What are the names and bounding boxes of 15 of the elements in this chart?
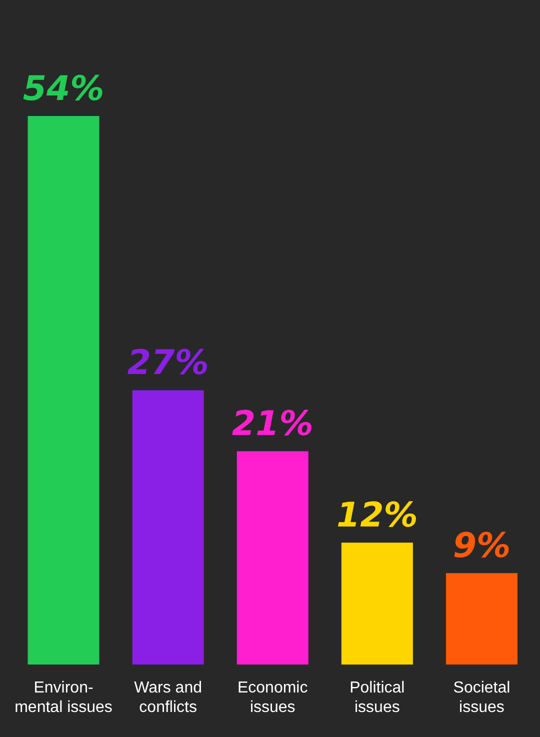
bar [446,573,518,665]
x-tick-label: Environ- mental issues [14,680,112,716]
bar [236,451,308,665]
x-tick-label: Political issues [350,680,405,716]
x-tick-label: Wars and conflicts [134,680,202,716]
data-label: 12% [336,496,418,536]
data-label: 21% [232,404,314,444]
bar [132,390,204,665]
data-label: 27% [127,343,209,384]
bar [341,542,413,665]
data-label: 54% [22,68,104,109]
x-tick-label: Societal issues [453,680,510,716]
data-label: 9% [452,526,511,566]
x-tick-label: Economic issues [237,680,308,716]
bar [28,116,100,665]
